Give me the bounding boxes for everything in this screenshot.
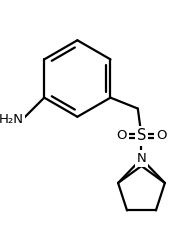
Text: N: N	[137, 152, 146, 165]
Text: S: S	[137, 128, 146, 143]
Text: H₂N: H₂N	[0, 113, 24, 126]
Text: O: O	[156, 129, 167, 142]
Text: O: O	[116, 129, 127, 142]
